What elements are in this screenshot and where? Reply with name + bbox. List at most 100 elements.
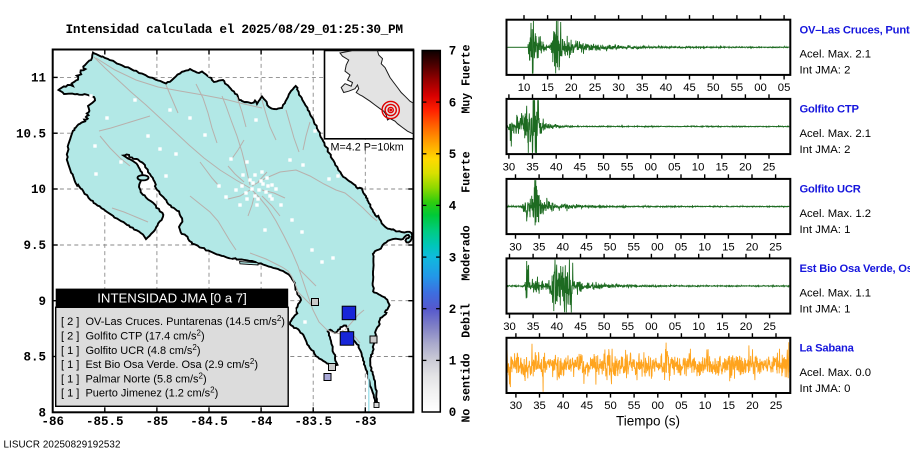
svg-text:00: 00 xyxy=(645,161,658,173)
svg-text:50: 50 xyxy=(598,321,611,333)
svg-text:[ 1 ] Est Bio Osa Verde. Osa: [ 1 ] Est Bio Osa Verde. Osa (2.9 cm/s2) xyxy=(61,357,258,371)
svg-text:11: 11 xyxy=(31,72,46,86)
svg-text:9: 9 xyxy=(38,295,46,309)
svg-text:10: 10 xyxy=(698,241,711,253)
svg-text:35: 35 xyxy=(533,400,546,412)
svg-text:05: 05 xyxy=(675,400,688,412)
svg-text:25: 25 xyxy=(770,400,783,412)
svg-text:1: 1 xyxy=(449,355,457,369)
svg-text:0: 0 xyxy=(449,406,457,420)
svg-text:55: 55 xyxy=(731,82,744,94)
svg-text:30: 30 xyxy=(509,241,522,253)
svg-text:30: 30 xyxy=(503,161,516,173)
svg-text:10: 10 xyxy=(692,161,705,173)
svg-text:10: 10 xyxy=(31,183,46,197)
svg-text:Est Bio Osa Verde, Osa: Est Bio Osa Verde, Osa xyxy=(800,263,910,275)
svg-text:55: 55 xyxy=(628,400,641,412)
svg-text:Acel. Max. 0.0: Acel. Max. 0.0 xyxy=(800,367,872,379)
svg-text:-84.5: -84.5 xyxy=(190,415,228,429)
svg-text:Int JMA: 0: Int JMA: 0 xyxy=(800,383,851,395)
svg-text:30: 30 xyxy=(510,400,523,412)
svg-text:25: 25 xyxy=(769,241,782,253)
svg-text:25: 25 xyxy=(763,321,776,333)
svg-text:Muy Fuerte: Muy Fuerte xyxy=(461,44,474,113)
svg-text:10: 10 xyxy=(699,400,712,412)
svg-text:45: 45 xyxy=(581,400,594,412)
svg-text:Int JMA: 2: Int JMA: 2 xyxy=(800,144,851,156)
svg-text:Tiempo (s): Tiempo (s) xyxy=(616,414,680,429)
svg-text:05: 05 xyxy=(668,161,681,173)
svg-text:45: 45 xyxy=(683,82,696,94)
svg-text:35: 35 xyxy=(527,321,540,333)
svg-text:20: 20 xyxy=(740,321,753,333)
svg-text:15: 15 xyxy=(723,400,736,412)
svg-text:[ 1 ] Palmar Norte (5.8 cm/s2: [ 1 ] Palmar Norte (5.8 cm/s2) xyxy=(61,371,207,385)
svg-text:00: 00 xyxy=(754,82,767,94)
svg-text:15: 15 xyxy=(541,82,554,94)
svg-text:Golfito UCR: Golfito UCR xyxy=(800,184,861,196)
svg-text:La Sabana: La Sabana xyxy=(800,342,855,354)
svg-text:10: 10 xyxy=(692,321,705,333)
svg-text:[ 2 ] OV-Las Cruces. Puntaren: [ 2 ] OV-Las Cruces. Puntarenas (14.5 cm… xyxy=(61,314,285,328)
svg-text:55: 55 xyxy=(628,241,641,253)
svg-text:40: 40 xyxy=(551,321,564,333)
svg-text:5: 5 xyxy=(449,148,457,162)
svg-text:LISUCR 20250829192532: LISUCR 20250829192532 xyxy=(4,440,121,451)
svg-text:20: 20 xyxy=(739,161,752,173)
svg-text:Int JMA: 2: Int JMA: 2 xyxy=(800,65,851,77)
svg-text:OV–Las Cruces, Puntarenas: OV–Las Cruces, Puntarenas xyxy=(800,24,910,36)
svg-text:15: 15 xyxy=(716,161,729,173)
svg-text:05: 05 xyxy=(669,321,682,333)
svg-text:45: 45 xyxy=(580,241,593,253)
svg-text:50: 50 xyxy=(604,400,617,412)
svg-text:Intensidad calculada el 2025/0: Intensidad calculada el 2025/08/29_01:25… xyxy=(66,22,404,37)
svg-text:00: 00 xyxy=(645,321,658,333)
svg-text:9.5: 9.5 xyxy=(23,239,46,253)
svg-text:40: 40 xyxy=(660,82,673,94)
svg-text:45: 45 xyxy=(574,321,587,333)
svg-text:-83: -83 xyxy=(354,415,377,429)
svg-text:[ 1 ] Puerto Jimenez (1.2 cm/: [ 1 ] Puerto Jimenez (1.2 cm/s2) xyxy=(61,386,218,400)
svg-text:35: 35 xyxy=(526,161,539,173)
svg-text:50: 50 xyxy=(604,241,617,253)
svg-text:30: 30 xyxy=(612,82,625,94)
svg-text:Fuerte: Fuerte xyxy=(461,151,474,193)
svg-text:25: 25 xyxy=(589,82,602,94)
svg-text:-84: -84 xyxy=(250,415,273,429)
svg-text:50: 50 xyxy=(597,161,610,173)
svg-text:4: 4 xyxy=(449,200,457,214)
svg-text:Acel. Max. 1.1: Acel. Max. 1.1 xyxy=(800,287,872,299)
svg-text:20: 20 xyxy=(746,241,759,253)
svg-text:20: 20 xyxy=(746,400,759,412)
svg-text:-86: -86 xyxy=(41,415,64,429)
svg-text:Debil: Debil xyxy=(461,303,474,338)
svg-text:Acel. Max. 1.2: Acel. Max. 1.2 xyxy=(800,208,872,220)
svg-text:55: 55 xyxy=(622,321,635,333)
svg-text:05: 05 xyxy=(675,241,688,253)
svg-text:05: 05 xyxy=(778,82,791,94)
svg-text:3: 3 xyxy=(449,251,457,265)
svg-text:15: 15 xyxy=(716,321,729,333)
svg-text:10: 10 xyxy=(518,82,531,94)
svg-text:35: 35 xyxy=(533,241,546,253)
svg-text:40: 40 xyxy=(557,241,570,253)
svg-text:-85: -85 xyxy=(146,415,169,429)
svg-text:55: 55 xyxy=(621,161,634,173)
svg-text:[ 2 ] Golfito CTP (17.4 cm/s2: [ 2 ] Golfito CTP (17.4 cm/s2) xyxy=(61,329,205,343)
svg-text:Golfito CTP: Golfito CTP xyxy=(800,104,860,116)
svg-text:INTENSIDAD JMA [0 a 7]: INTENSIDAD JMA [0 a 7] xyxy=(97,291,247,306)
svg-text:10.5: 10.5 xyxy=(16,127,46,141)
svg-text:-83.5: -83.5 xyxy=(294,415,332,429)
svg-text:M=4.2 P=10km: M=4.2 P=10km xyxy=(331,141,404,153)
svg-text:30: 30 xyxy=(503,321,516,333)
svg-text:8: 8 xyxy=(38,407,46,421)
svg-text:No sentido: No sentido xyxy=(461,353,474,422)
svg-text:25: 25 xyxy=(763,161,776,173)
svg-text:7: 7 xyxy=(449,45,457,59)
svg-text:40: 40 xyxy=(550,161,563,173)
svg-text:8.5: 8.5 xyxy=(23,351,46,365)
svg-text:Int JMA: 1: Int JMA: 1 xyxy=(800,303,851,315)
svg-text:50: 50 xyxy=(707,82,720,94)
svg-text:20: 20 xyxy=(565,82,578,94)
svg-text:Int JMA: 1: Int JMA: 1 xyxy=(800,224,851,236)
